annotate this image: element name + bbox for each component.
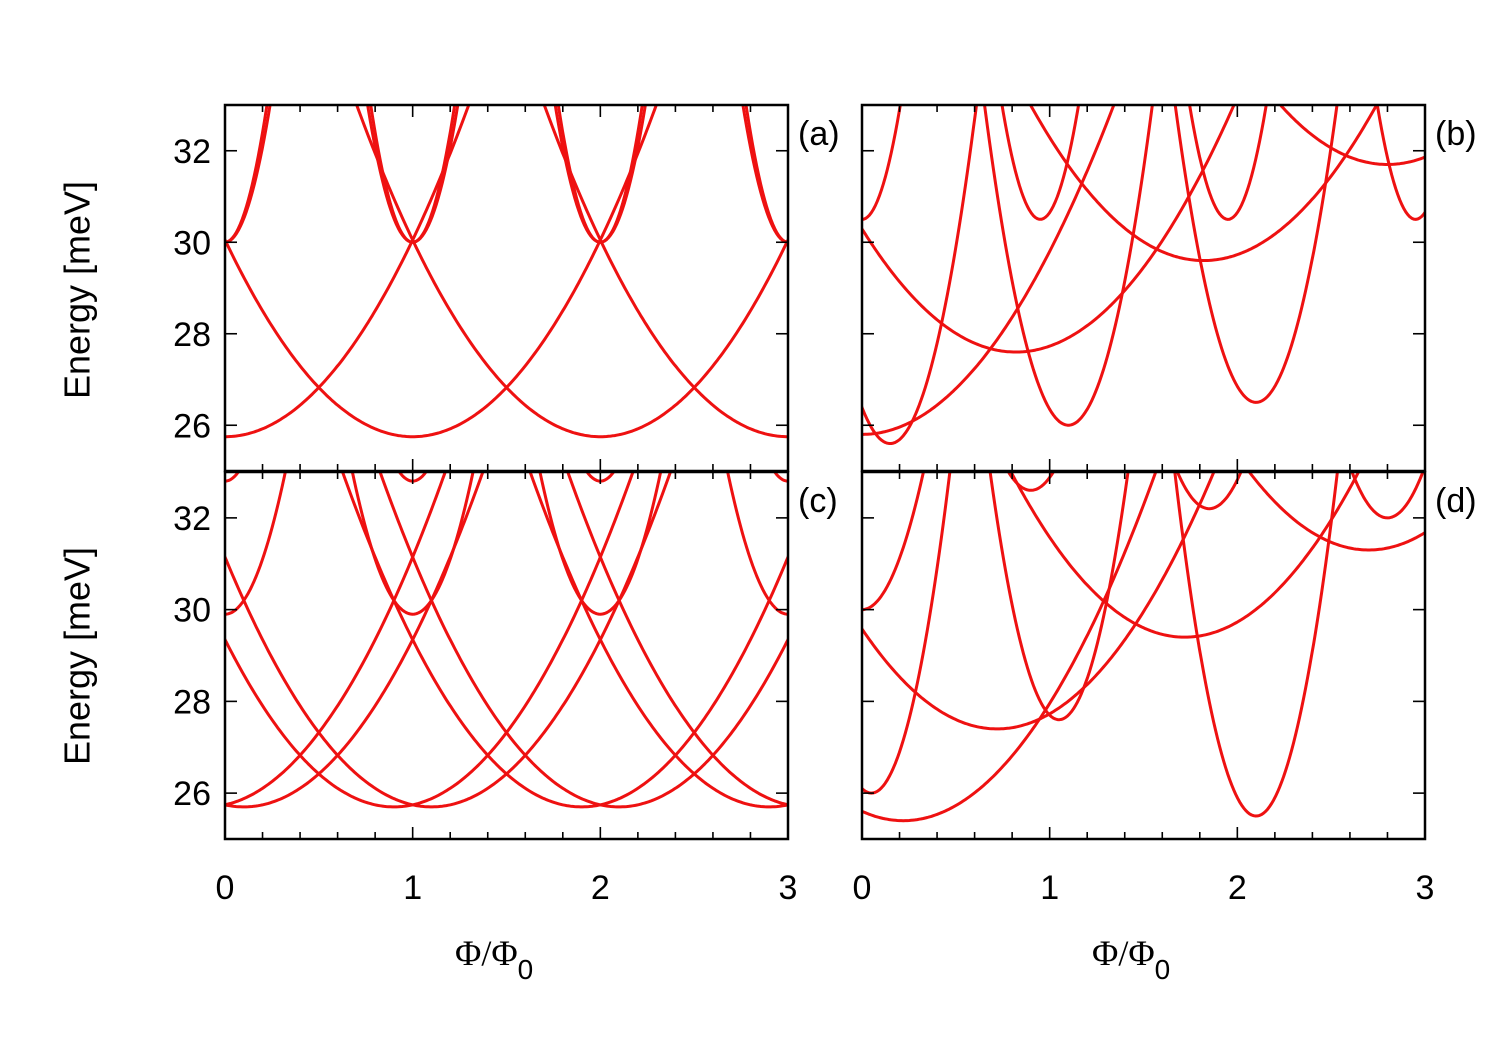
energy-level-curve bbox=[862, 472, 925, 612]
panel-b: (b) bbox=[860, 103, 1477, 473]
x-axis-title-subscript: 0 bbox=[1155, 954, 1171, 985]
x-tick-label: 1 bbox=[1040, 869, 1059, 907]
panel-label: (b) bbox=[1435, 115, 1477, 153]
energy-level-curve bbox=[340, 472, 788, 809]
x-tick-label: 2 bbox=[591, 869, 610, 907]
y-axis-title-bottom: Energy [meV] bbox=[57, 547, 98, 765]
energy-level-curve bbox=[862, 105, 902, 221]
curve-group bbox=[225, 105, 788, 439]
curve-group bbox=[862, 472, 1425, 823]
energy-level-curve bbox=[528, 472, 788, 809]
energy-level-curve bbox=[369, 105, 457, 244]
x-tick-label: 1 bbox=[403, 869, 422, 907]
panel-label: (c) bbox=[798, 482, 838, 520]
x-tick-label: 0 bbox=[216, 869, 235, 907]
energy-level-curve bbox=[378, 472, 788, 809]
energy-level-curve bbox=[1375, 105, 1425, 221]
energy-level-curve bbox=[1350, 472, 1425, 520]
x-axis-title-left: Φ/Φ0 bbox=[455, 933, 533, 985]
y-tick-label: 26 bbox=[173, 407, 211, 445]
energy-level-curve bbox=[862, 105, 1236, 354]
energy-level-curve bbox=[726, 472, 788, 616]
x-axis-title-right: Φ/Φ0 bbox=[1092, 933, 1170, 985]
y-tick-label: 26 bbox=[173, 775, 211, 813]
energy-level-curve bbox=[862, 472, 1216, 731]
curve-group bbox=[225, 472, 788, 809]
x-axis-title-subscript: 0 bbox=[518, 954, 534, 985]
x-tick-label: 0 bbox=[853, 869, 872, 907]
energy-level-curve bbox=[1006, 472, 1056, 492]
x-axis-title-main: Φ/Φ bbox=[1092, 933, 1155, 973]
energy-level-curve bbox=[741, 105, 788, 244]
plot-frame bbox=[223, 103, 790, 473]
panels: 26 28 30 32 (a) (b) 0 1 2 3 26 28 30 32 (c) 0 1 2 3 (d) bbox=[173, 103, 1477, 907]
energy-level-curve bbox=[366, 105, 460, 244]
panel-a: 26 28 30 32 (a) bbox=[173, 103, 840, 473]
energy-level-curve bbox=[350, 472, 475, 616]
energy-level-curve bbox=[862, 105, 1116, 436]
energy-level-curve bbox=[542, 105, 788, 439]
energy-level-curve bbox=[355, 105, 788, 439]
panel-label: (a) bbox=[798, 115, 840, 153]
plot-frame bbox=[860, 470, 1427, 841]
energy-level-curve bbox=[1173, 105, 1339, 404]
y-tick-label: 32 bbox=[173, 500, 211, 538]
energy-level-curve bbox=[983, 105, 1154, 427]
energy-level-curve bbox=[553, 105, 647, 244]
panel-c: 0 1 2 3 26 28 30 32 (c) bbox=[173, 470, 838, 907]
x-tick-label: 3 bbox=[1416, 869, 1435, 907]
energy-level-curve bbox=[225, 472, 635, 809]
energy-level-curve bbox=[1175, 472, 1243, 511]
y-axis-title-top: Energy [meV] bbox=[57, 181, 98, 399]
y-tick-label: 30 bbox=[173, 592, 211, 630]
energy-level-curve bbox=[862, 105, 978, 445]
energy-level-curve bbox=[225, 105, 269, 244]
y-tick-label: 28 bbox=[173, 683, 211, 721]
energy-level-curve bbox=[1188, 105, 1268, 221]
energy-level-curve bbox=[556, 105, 644, 244]
energy-level-curve bbox=[225, 105, 471, 439]
energy-level-curve bbox=[566, 472, 788, 807]
x-axis-title-main: Φ/Φ bbox=[455, 933, 518, 973]
energy-level-curve bbox=[1009, 472, 1361, 639]
y-tick-label: 30 bbox=[173, 224, 211, 262]
energy-level-curve bbox=[538, 472, 663, 616]
energy-level-curve bbox=[1278, 105, 1425, 166]
energy-level-curve bbox=[225, 105, 272, 244]
energy-level-curve bbox=[225, 105, 658, 439]
panel-label: (d) bbox=[1435, 482, 1477, 520]
y-tick-label: 28 bbox=[173, 316, 211, 354]
y-tick-label: 32 bbox=[173, 133, 211, 171]
panel-d: 0 1 2 3 (d) bbox=[853, 470, 1477, 907]
energy-level-curve bbox=[862, 472, 1158, 823]
energy-level-curve bbox=[225, 472, 447, 807]
plot-frame bbox=[223, 470, 790, 841]
energy-level-curve bbox=[225, 472, 485, 809]
curve-group bbox=[862, 105, 1425, 445]
energy-level-curve bbox=[1000, 105, 1081, 221]
energy-level-curve bbox=[862, 472, 952, 795]
energy-level-curve bbox=[225, 472, 673, 809]
energy-level-curve bbox=[225, 472, 287, 616]
x-tick-label: 3 bbox=[779, 869, 798, 907]
energy-level-curve bbox=[744, 105, 788, 244]
energy-level-curve bbox=[1247, 472, 1425, 552]
x-tick-label: 2 bbox=[1228, 869, 1247, 907]
energy-level-curve bbox=[1028, 105, 1379, 262]
